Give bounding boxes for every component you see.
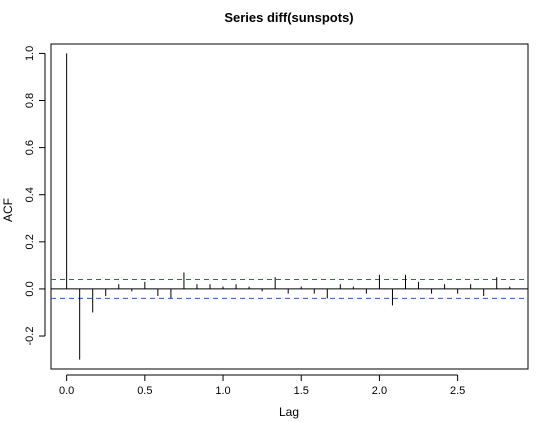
x-axis: 0.0 0.5 1.0 1.5 2.0 2.5 (59, 374, 465, 397)
y-tick-label: -0.2 (24, 327, 36, 346)
x-axis-label: Lag (279, 405, 299, 419)
acf-marks (51, 53, 528, 360)
x-tick-label: 0.5 (137, 385, 152, 397)
x-tick-label: 2.5 (450, 385, 465, 397)
y-tick-label: 0.0 (24, 281, 36, 296)
y-tick-label: 1.0 (24, 46, 36, 61)
y-axis-label: ACF (1, 198, 15, 222)
x-tick-label: 1.0 (215, 385, 230, 397)
x-tick-label: 2.0 (372, 385, 387, 397)
y-axis: -0.2 0.0 0.2 0.4 0.6 0.8 1.0 (24, 46, 46, 346)
y-tick-label: 0.4 (24, 187, 36, 202)
x-tick-label: 1.5 (294, 385, 309, 397)
y-tick-label: 0.8 (24, 93, 36, 108)
y-tick-label: 0.6 (24, 140, 36, 155)
x-tick-label: 0.0 (59, 385, 74, 397)
y-tick-label: 0.2 (24, 234, 36, 249)
chart-title: Series diff(sunspots) (224, 10, 353, 25)
plot-frame (50, 43, 529, 370)
